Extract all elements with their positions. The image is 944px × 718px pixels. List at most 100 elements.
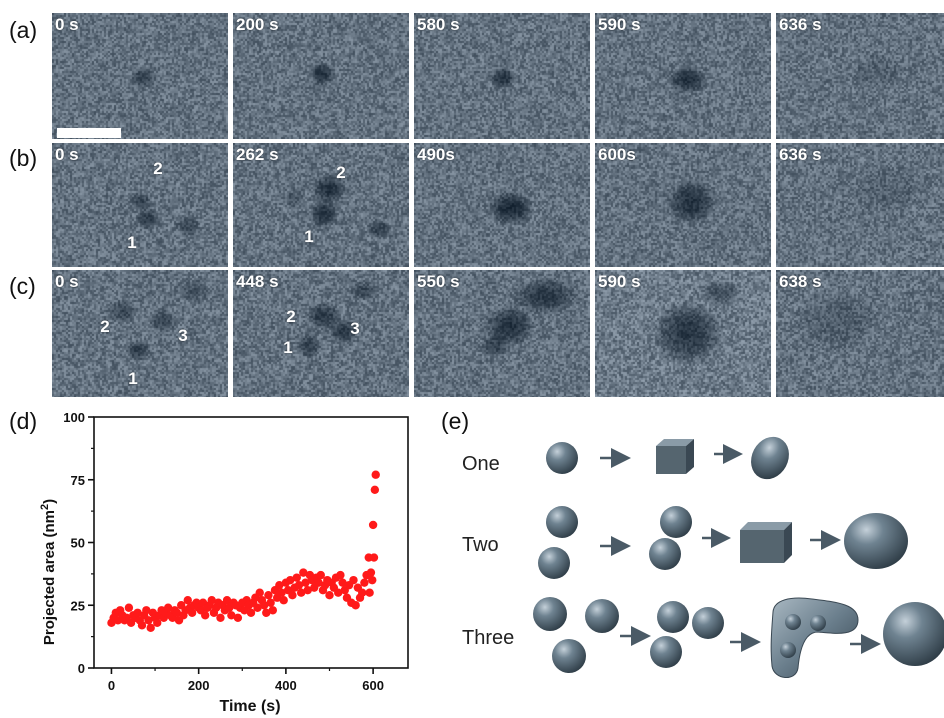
x-tick-label: 600 [362,678,384,693]
tem-frame: 636 s [776,143,944,267]
data-point [314,578,323,587]
y-tick-label: 100 [63,410,85,425]
data-point [292,573,301,582]
sphere-two-d [649,538,681,570]
tem-frame: 200 s [233,13,409,139]
data-point [146,623,155,633]
cube-one [656,439,694,474]
data-point [262,608,271,617]
frame-timestamp: 590 s [598,15,641,34]
data-point [201,611,210,620]
sphere-three-a [533,597,567,631]
frame-timestamp: 636 s [779,15,822,34]
data-point [296,588,306,597]
tem-frame: 600s [595,143,771,267]
y-axis-label: Projected area (nm2) [39,499,58,645]
data-point [360,578,369,587]
schematic-drawing [533,436,944,678]
particle-number-label: 2 [153,159,163,178]
tem-frame: 262 s 2 1 [233,143,409,267]
row-label-two: Two [462,534,499,556]
frame-timestamp: 590 s [598,272,641,291]
sphere-three-b [585,599,619,633]
data-point [288,591,297,600]
row-label-three: Three [462,627,515,649]
panel-label-c: (c) [9,273,36,299]
tem-image [414,270,590,397]
data-point [172,608,182,617]
data-point [369,553,379,562]
x-tick-label: 0 [108,678,115,693]
data-point [277,588,286,597]
data-point [264,591,273,600]
data-point [349,575,358,585]
data-point [233,613,243,622]
particle-number-label: 1 [127,233,137,252]
frame-timestamp: 550 s [417,272,460,291]
tem-frame: 490s [414,143,590,267]
data-point [351,601,360,610]
tem-image [233,270,409,397]
data-point [246,608,256,617]
frame-timestamp: 0 s [55,15,79,34]
data-point [275,580,284,590]
data-point [368,520,378,530]
data-point [370,485,380,494]
sphere-one-single [546,442,578,474]
data-point [153,618,162,628]
data-point [336,570,345,580]
tem-frame: 0 s 2 3 1 [52,270,228,397]
tem-frame: 590 s [595,13,771,139]
data-point [124,603,134,612]
merged-particle-three [770,597,859,678]
y-axis-label-sup: 2 [39,504,51,510]
data-point [253,603,262,612]
tem-image [414,143,590,267]
sphere-two-c [660,506,692,538]
data-point [358,588,367,597]
data-point [142,606,151,615]
tem-frame: 580 s [414,13,590,139]
tem-image [52,13,228,139]
panel-label-a: (a) [9,17,38,43]
data-point [299,568,308,577]
tem-frame: 590 s [595,270,771,397]
y-tick-label: 50 [71,536,85,551]
y-axis-label-main: Projected area (nm [41,510,58,645]
frame-timestamp: 0 s [55,272,79,291]
sphere-two-b [538,547,570,579]
large-sphere-three [883,602,944,666]
tem-image [595,13,771,139]
frame-timestamp: 490s [417,145,455,164]
tem-image [595,270,771,397]
data-point [255,588,264,597]
x-tick-label: 400 [275,678,297,693]
tem-image [414,13,590,139]
data-point [227,611,236,620]
frame-timestamp: 600s [598,145,636,164]
particle-number-label: 3 [350,319,360,338]
frame-timestamp: 262 s [236,145,279,164]
data-point [334,588,343,597]
tem-image [595,143,771,267]
data-point [207,596,216,605]
data-point [163,603,173,612]
panel-label-b: (b) [9,145,38,171]
data-point [144,616,153,625]
tem-image [776,13,944,139]
particle-number-label: 1 [304,227,314,246]
tem-image [52,270,228,397]
data-point [294,580,304,590]
frame-timestamp: 200 s [236,15,279,34]
frame-timestamp: 638 s [779,272,822,291]
data-point [325,591,334,600]
y-axis-label-close: ) [41,499,58,504]
particle-number-label: 2 [100,317,110,336]
x-axis-label: Time (s) [219,698,280,715]
tem-image [233,143,409,267]
sphere-three-d [657,601,689,633]
data-point [222,596,232,605]
particle-number-label: 3 [178,326,188,345]
x-tick-label: 200 [188,678,210,693]
sphere-two-a [546,506,578,538]
